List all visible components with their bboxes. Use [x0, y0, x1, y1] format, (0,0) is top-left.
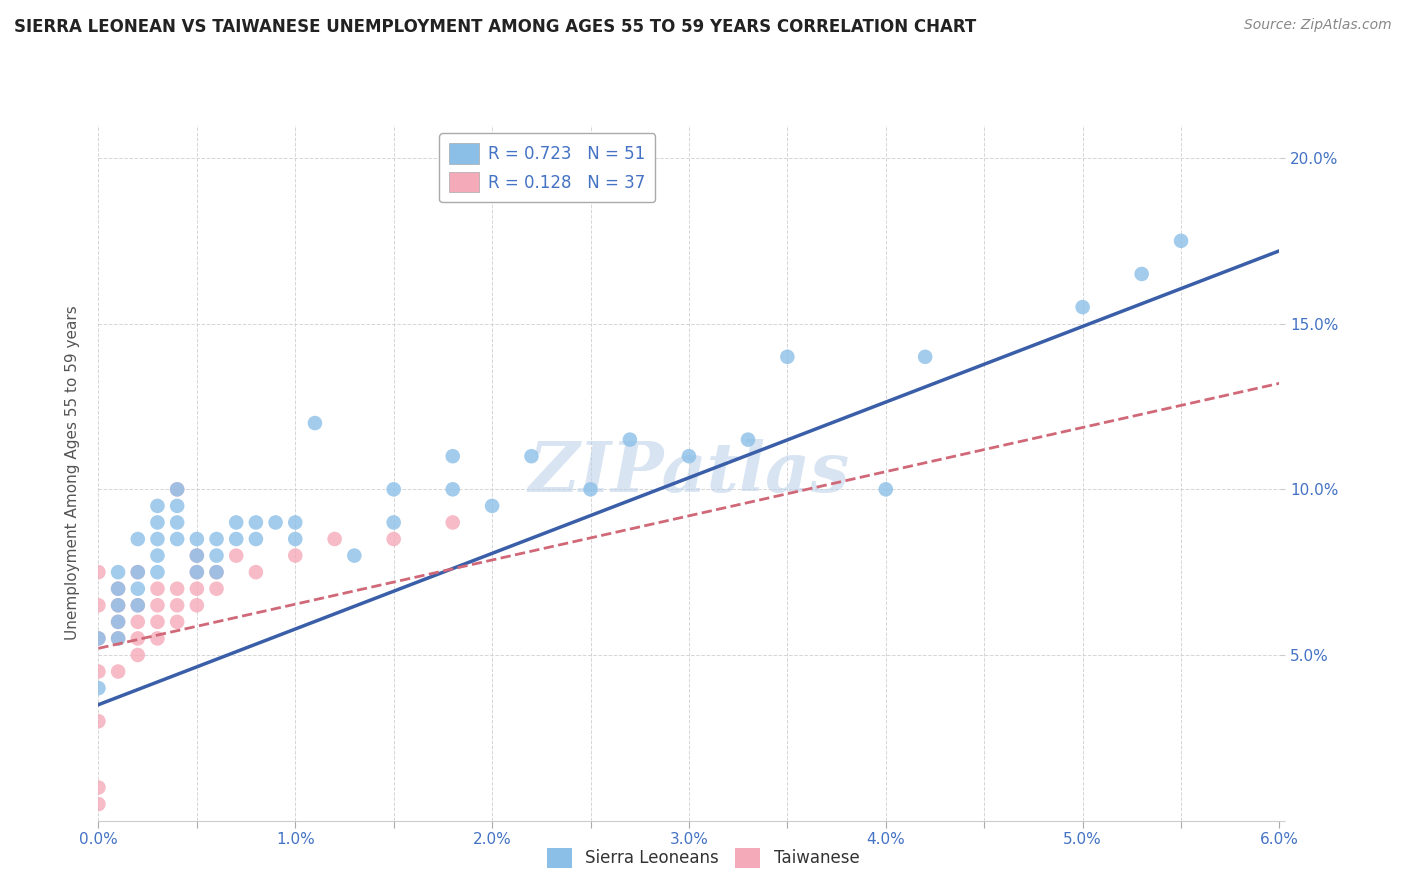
- Point: [1130, 267, 1153, 281]
- Point: [186, 565, 208, 579]
- Point: [441, 449, 464, 463]
- Point: [166, 499, 188, 513]
- Point: [87, 780, 110, 795]
- Point: [146, 499, 169, 513]
- Point: [579, 483, 602, 497]
- Point: [205, 565, 228, 579]
- Point: [107, 599, 129, 613]
- Point: [225, 549, 247, 563]
- Point: [146, 615, 169, 629]
- Point: [205, 582, 228, 596]
- Point: [146, 565, 169, 579]
- Point: [678, 449, 700, 463]
- Point: [245, 532, 267, 546]
- Point: [245, 565, 267, 579]
- Point: [87, 714, 110, 729]
- Point: [146, 532, 169, 546]
- Point: [166, 532, 188, 546]
- Point: [107, 615, 129, 629]
- Point: [107, 565, 129, 579]
- Point: [245, 516, 267, 530]
- Point: [343, 549, 366, 563]
- Point: [127, 565, 149, 579]
- Point: [127, 632, 149, 646]
- Point: [205, 549, 228, 563]
- Point: [205, 532, 228, 546]
- Text: ZIPatlas: ZIPatlas: [529, 439, 849, 507]
- Point: [441, 483, 464, 497]
- Point: [264, 516, 287, 530]
- Point: [87, 681, 110, 695]
- Point: [323, 532, 346, 546]
- Point: [284, 532, 307, 546]
- Point: [127, 599, 149, 613]
- Point: [776, 350, 799, 364]
- Point: [166, 516, 188, 530]
- Point: [186, 532, 208, 546]
- Point: [619, 433, 641, 447]
- Point: [1071, 300, 1094, 314]
- Point: [481, 499, 503, 513]
- Point: [166, 615, 188, 629]
- Point: [107, 632, 129, 646]
- Point: [146, 549, 169, 563]
- Point: [382, 532, 405, 546]
- Point: [186, 549, 208, 563]
- Point: [146, 632, 169, 646]
- Point: [127, 582, 149, 596]
- Point: [107, 632, 129, 646]
- Point: [205, 565, 228, 579]
- Point: [107, 599, 129, 613]
- Point: [186, 599, 208, 613]
- Point: [225, 532, 247, 546]
- Point: [87, 599, 110, 613]
- Point: [520, 449, 543, 463]
- Point: [166, 483, 188, 497]
- Point: [304, 416, 326, 430]
- Legend: R = 0.723   N = 51, R = 0.128   N = 37: R = 0.723 N = 51, R = 0.128 N = 37: [440, 133, 655, 202]
- Point: [127, 532, 149, 546]
- Point: [875, 483, 897, 497]
- Point: [146, 599, 169, 613]
- Point: [737, 433, 759, 447]
- Point: [107, 665, 129, 679]
- Text: Source: ZipAtlas.com: Source: ZipAtlas.com: [1244, 18, 1392, 32]
- Point: [127, 615, 149, 629]
- Point: [166, 582, 188, 596]
- Point: [1170, 234, 1192, 248]
- Point: [225, 516, 247, 530]
- Point: [382, 516, 405, 530]
- Point: [284, 516, 307, 530]
- Point: [186, 565, 208, 579]
- Point: [127, 599, 149, 613]
- Text: SIERRA LEONEAN VS TAIWANESE UNEMPLOYMENT AMONG AGES 55 TO 59 YEARS CORRELATION C: SIERRA LEONEAN VS TAIWANESE UNEMPLOYMENT…: [14, 18, 976, 36]
- Legend: Sierra Leoneans, Taiwanese: Sierra Leoneans, Taiwanese: [540, 841, 866, 875]
- Point: [186, 549, 208, 563]
- Point: [284, 549, 307, 563]
- Point: [107, 615, 129, 629]
- Point: [166, 599, 188, 613]
- Point: [87, 632, 110, 646]
- Point: [87, 797, 110, 811]
- Point: [382, 483, 405, 497]
- Point: [87, 565, 110, 579]
- Point: [107, 582, 129, 596]
- Point: [186, 582, 208, 596]
- Point: [127, 648, 149, 662]
- Point: [914, 350, 936, 364]
- Point: [146, 582, 169, 596]
- Point: [107, 582, 129, 596]
- Point: [87, 632, 110, 646]
- Point: [127, 565, 149, 579]
- Point: [87, 665, 110, 679]
- Point: [441, 516, 464, 530]
- Y-axis label: Unemployment Among Ages 55 to 59 years: Unemployment Among Ages 55 to 59 years: [65, 305, 80, 640]
- Point: [146, 516, 169, 530]
- Point: [166, 483, 188, 497]
